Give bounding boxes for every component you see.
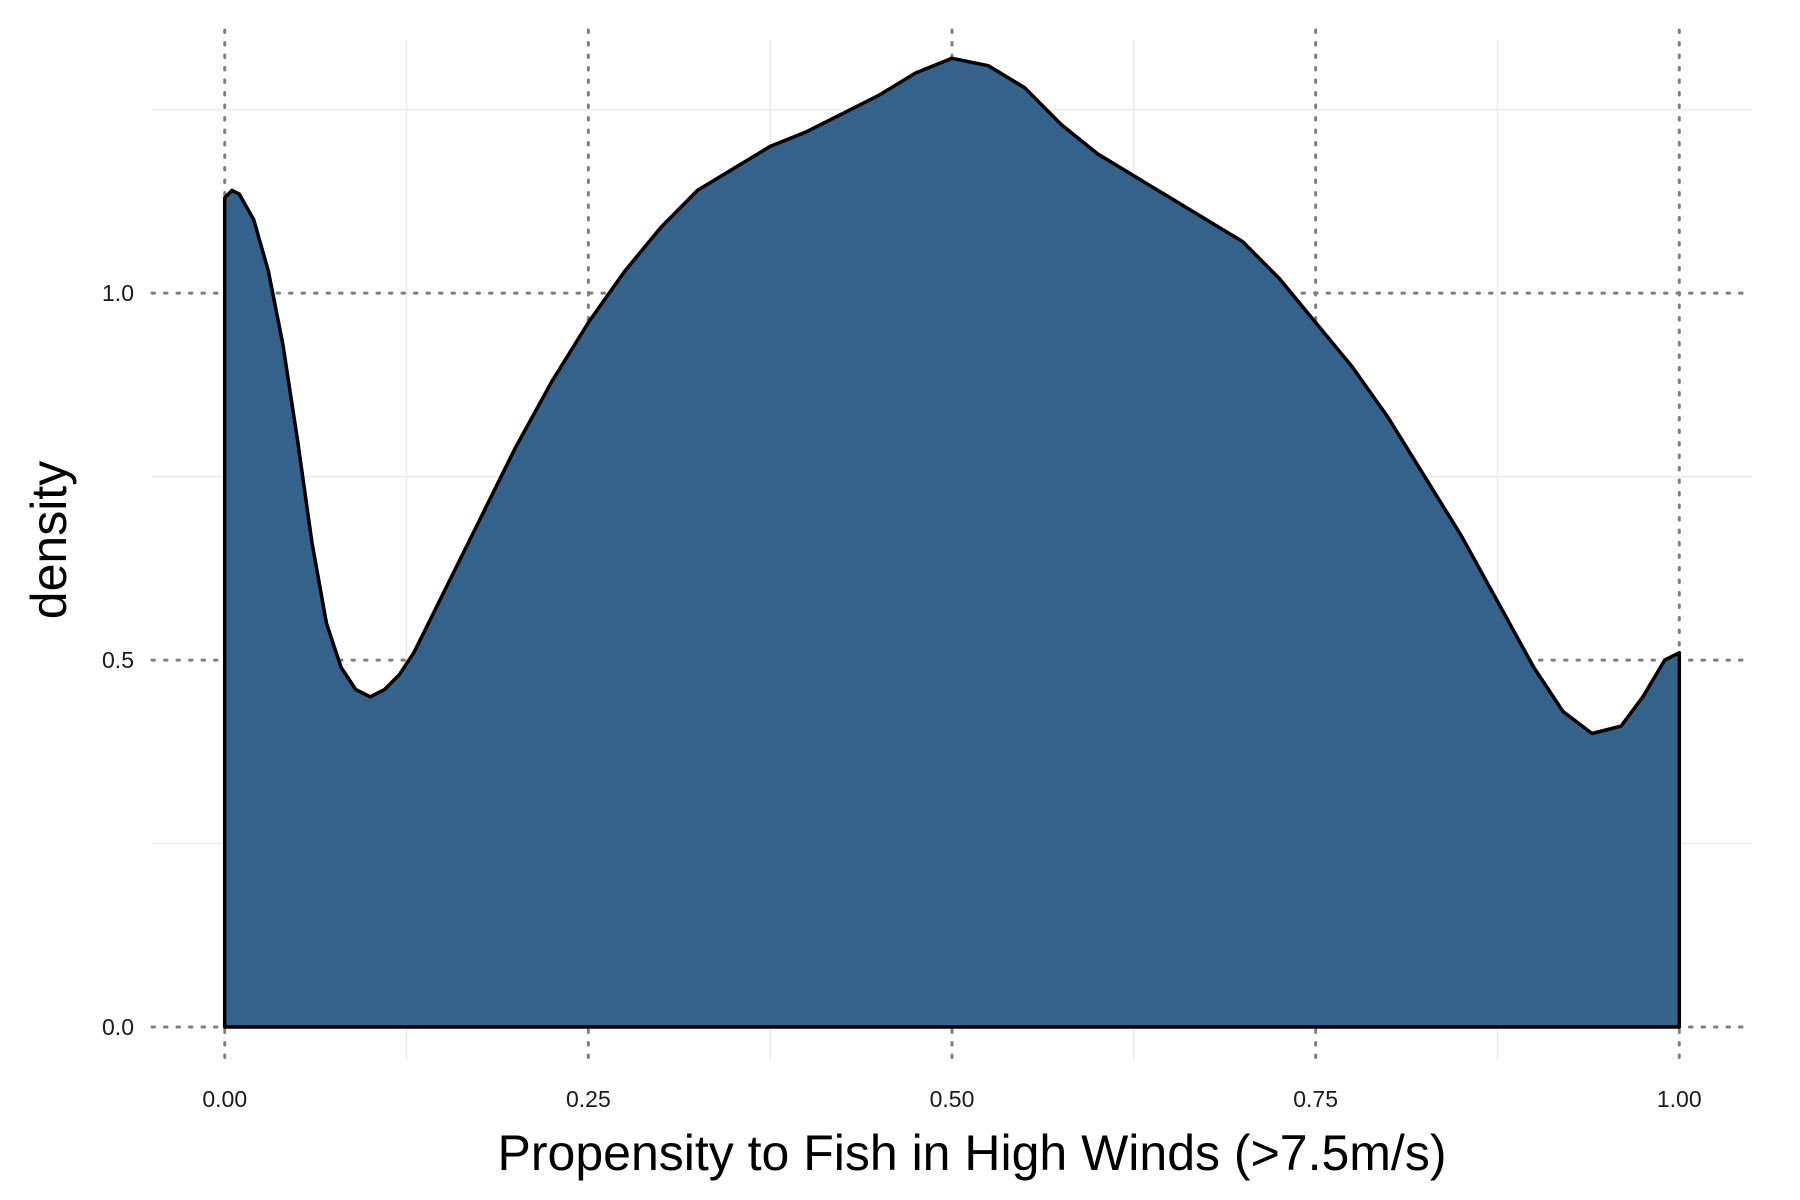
x-tick-label: 0.75 xyxy=(1293,1086,1338,1112)
y-tick-label: 0.5 xyxy=(102,647,134,673)
y-tick-label: 0.0 xyxy=(102,1014,134,1040)
x-tick-label: 1.00 xyxy=(1657,1086,1702,1112)
y-axis-title: density xyxy=(21,461,77,619)
x-axis-title: Propensity to Fish in High Winds (>7.5m/… xyxy=(498,1125,1447,1181)
x-tick-label: 0.00 xyxy=(202,1086,247,1112)
y-axis-tick-labels: 0.0 0.5 1.0 xyxy=(102,280,134,1040)
density-area xyxy=(222,56,1682,1029)
x-axis-tick-labels: 0.00 0.25 0.50 0.75 1.00 xyxy=(202,1086,1701,1112)
y-tick-label: 1.0 xyxy=(102,280,134,306)
x-tick-label: 0.25 xyxy=(566,1086,611,1112)
x-tick-label: 0.50 xyxy=(930,1086,975,1112)
